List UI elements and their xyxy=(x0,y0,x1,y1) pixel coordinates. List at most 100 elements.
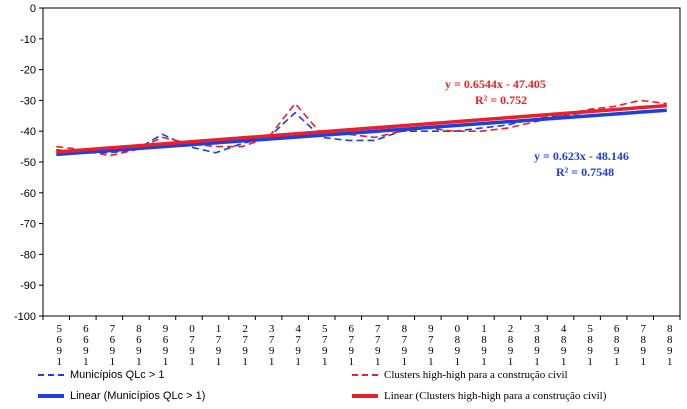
x-tick-label: 1 xyxy=(163,356,169,368)
x-tick-label: 1 xyxy=(348,356,354,368)
trend-line-2 xyxy=(56,108,667,157)
x-tick-label: 9 xyxy=(57,345,63,357)
x-tick-label: 7 xyxy=(375,334,381,346)
x-tick-label: 8 xyxy=(402,323,408,335)
y-tick-label: -10 xyxy=(20,34,36,46)
x-tick-label: 7 xyxy=(189,334,195,346)
x-tick-label: 9 xyxy=(216,345,222,357)
x-tick-label: 7 xyxy=(348,334,354,346)
x-tick-label: 1 xyxy=(269,356,275,368)
trend-annotations: y = 0.6544x - 47.405 R² = 0.752 y = 0.62… xyxy=(445,77,629,179)
x-tick-label: 0 xyxy=(189,323,195,335)
x-tick-label: 7 xyxy=(375,323,381,335)
y-tick-label: -100 xyxy=(14,311,36,323)
x-tick-label: 6 xyxy=(57,334,63,346)
x-tick-label: 1 xyxy=(402,356,408,368)
x-tick-label: 9 xyxy=(269,345,275,357)
x-tick-label: 9 xyxy=(614,345,620,357)
x-tick-label: 9 xyxy=(640,345,646,357)
x-tick-label: 6 xyxy=(163,334,169,346)
x-tick-label: 8 xyxy=(667,334,673,346)
x-tick-label: 9 xyxy=(189,345,195,357)
x-tick-label: 9 xyxy=(163,345,169,357)
x-tick-label: 9 xyxy=(667,345,673,357)
x-tick-label: 7 xyxy=(269,334,275,346)
x-tick-label: 9 xyxy=(163,323,169,335)
x-tick-label: 1 xyxy=(640,356,646,368)
x-tick-label: 6 xyxy=(614,323,620,335)
x-tick-label: 4 xyxy=(295,323,301,335)
y-tick-label: -50 xyxy=(20,157,36,169)
x-tick-label: 1 xyxy=(189,356,195,368)
y-tick-label: -40 xyxy=(20,126,36,138)
x-tick-label: 1 xyxy=(110,356,116,368)
x-tick-label: 1 xyxy=(428,356,434,368)
x-tick-label: 8 xyxy=(455,334,461,346)
y-tick-label: -80 xyxy=(20,249,36,261)
x-tick-label: 1 xyxy=(216,356,222,368)
x-tick-label: 1 xyxy=(508,356,514,368)
y-axis: 0 -10 -20 -30 -40 -50 -60 -70 -80 -90 -100 xyxy=(14,3,43,323)
x-tick-label: 7 xyxy=(322,334,328,346)
x-tick-label: 6 xyxy=(83,323,89,335)
x-tick-label: 9 xyxy=(375,345,381,357)
x-tick-label: 9 xyxy=(455,345,461,357)
x-tick-label: 4 xyxy=(561,323,567,335)
x-tick-label: 1 xyxy=(375,356,381,368)
x-tick-label: 1 xyxy=(667,356,673,368)
x-tick-label: 9 xyxy=(428,345,434,357)
x-tick-label: 5 xyxy=(57,323,63,335)
x-tick-label: 9 xyxy=(83,345,89,357)
series-line-1 xyxy=(56,99,667,157)
x-tick-label: 6 xyxy=(110,334,116,346)
x-tick-label: 8 xyxy=(667,323,673,335)
trend-line-3 xyxy=(56,103,667,154)
x-tick-label: 3 xyxy=(269,323,275,335)
x-tick-label: 7 xyxy=(428,334,434,346)
red-trend-r2: R² = 0.752 xyxy=(475,93,527,107)
x-tick-label: 9 xyxy=(561,345,567,357)
y-tick-label: -90 xyxy=(20,280,36,292)
x-tick-label: 9 xyxy=(242,345,248,357)
x-tick-label: 8 xyxy=(640,334,646,346)
x-tick-label: 9 xyxy=(110,345,116,357)
red-trend-equation: y = 0.6544x - 47.405 xyxy=(445,77,546,91)
x-tick-label: 7 xyxy=(402,334,408,346)
x-tick-label: 0 xyxy=(455,323,461,335)
x-tick-label: 8 xyxy=(561,334,567,346)
x-tick-label: 1 xyxy=(481,356,487,368)
series-line-0 xyxy=(56,105,667,154)
x-tick-label: 9 xyxy=(322,345,328,357)
x-tick-label: 8 xyxy=(481,334,487,346)
blue-trend-equation: y = 0.623x - 48.146 xyxy=(534,149,629,163)
x-tick-label: 5 xyxy=(587,323,593,335)
x-tick-label: 1 xyxy=(614,356,620,368)
x-tick-label: 9 xyxy=(428,323,434,335)
x-tick-label: 9 xyxy=(402,345,408,357)
x-tick-label: 7 xyxy=(216,334,222,346)
x-tick-label: 1 xyxy=(136,356,142,368)
x-tick-label: 1 xyxy=(481,323,487,335)
series-layer xyxy=(56,99,667,157)
x-tick-label: 8 xyxy=(587,334,593,346)
x-axis: 5691669176918691969107911791279137914791… xyxy=(42,316,681,368)
x-tick-label: 7 xyxy=(242,334,248,346)
y-tick-label: -60 xyxy=(20,188,36,200)
x-tick-label: 7 xyxy=(640,323,646,335)
y-tick-label: -70 xyxy=(20,219,36,231)
x-tick-label: 1 xyxy=(83,356,89,368)
x-tick-label: 7 xyxy=(110,323,116,335)
x-tick-label: 2 xyxy=(508,323,514,335)
y-tick-label: -20 xyxy=(20,65,36,77)
x-tick-label: 9 xyxy=(348,345,354,357)
x-tick-label: 8 xyxy=(534,334,540,346)
x-tick-label: 9 xyxy=(295,345,301,357)
x-tick-label: 8 xyxy=(508,334,514,346)
x-tick-label: 9 xyxy=(587,345,593,357)
x-tick-label: 9 xyxy=(136,345,142,357)
x-tick-label: 1 xyxy=(561,356,567,368)
x-tick-label: 6 xyxy=(136,334,142,346)
x-tick-label: 1 xyxy=(455,356,461,368)
x-tick-label: 1 xyxy=(587,356,593,368)
